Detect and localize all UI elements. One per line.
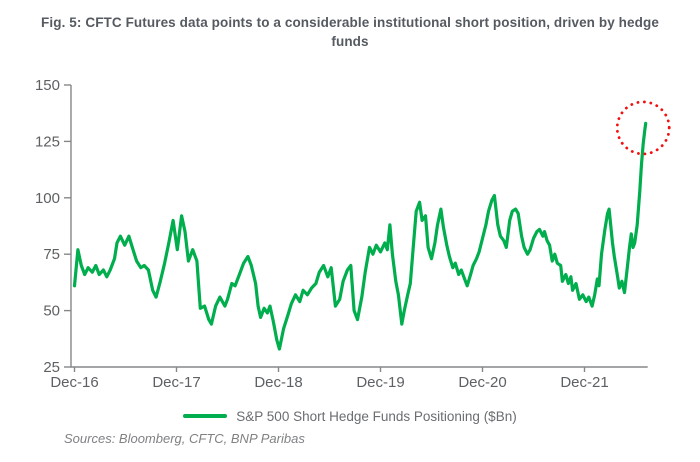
x-tick-label: Dec-20 — [458, 374, 506, 391]
x-tick-label: Dec-16 — [50, 374, 98, 391]
x-tick-label: Dec-17 — [152, 374, 200, 391]
y-tick-label: 125 — [35, 133, 60, 150]
y-tick-label: 100 — [35, 190, 60, 207]
x-tick-label: Dec-21 — [560, 374, 608, 391]
y-tick-label: 50 — [43, 303, 60, 320]
annotation-circle — [615, 100, 671, 156]
source-note: Sources: Bloomberg, CFTC, BNP Paribas — [64, 431, 305, 446]
y-tick-label: 25 — [43, 359, 60, 376]
y-tick-label: 75 — [43, 246, 60, 263]
series-line — [72, 121, 648, 351]
x-tick-label: Dec-19 — [356, 374, 404, 391]
legend-line-swatch — [183, 414, 228, 418]
legend-label: S&P 500 Short Hedge Funds Positioning ($… — [236, 408, 517, 424]
x-tick-label: Dec-18 — [254, 374, 302, 391]
y-tick-label: 150 — [35, 77, 60, 94]
legend: S&P 500 Short Hedge Funds Positioning ($… — [0, 406, 700, 426]
axes — [70, 85, 648, 368]
figure-title: Fig. 5: CFTC Futures data points to a co… — [41, 15, 659, 49]
